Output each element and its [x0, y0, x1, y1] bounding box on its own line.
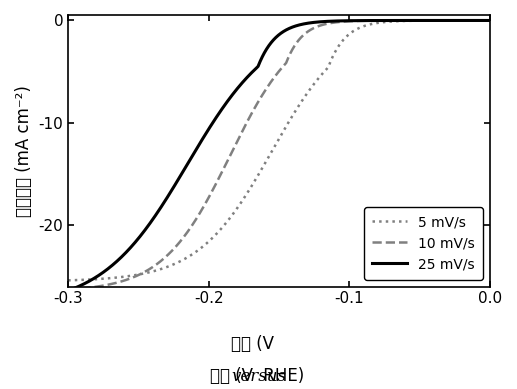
10 mV/s: [259, 93, 265, 98]
25 mV/s: [475, 18, 481, 23]
5 mV/s: [270, 146, 277, 151]
10 mV/s: [65, 287, 71, 292]
10 mV/s: [86, 285, 93, 290]
Text: RHE): RHE): [258, 367, 305, 385]
10 mV/s: [487, 18, 493, 23]
10 mV/s: [475, 18, 481, 23]
25 mV/s: [270, 38, 277, 42]
5 mV/s: [86, 277, 93, 282]
25 mV/s: [259, 55, 265, 60]
Y-axis label: 电流密度 (mA cm⁻²): 电流密度 (mA cm⁻²): [15, 85, 33, 217]
5 mV/s: [475, 18, 481, 23]
25 mV/s: [397, 18, 403, 23]
25 mV/s: [65, 288, 71, 293]
10 mV/s: [270, 76, 277, 81]
Line: 25 mV/s: 25 mV/s: [68, 21, 490, 291]
Line: 5 mV/s: 5 mV/s: [68, 21, 490, 280]
5 mV/s: [397, 19, 403, 23]
5 mV/s: [475, 18, 481, 23]
Text: 电压 (V: 电压 (V: [210, 367, 258, 385]
5 mV/s: [487, 18, 493, 23]
25 mV/s: [475, 18, 481, 23]
25 mV/s: [86, 279, 93, 283]
Legend: 5 mV/s, 10 mV/s, 25 mV/s: 5 mV/s, 10 mV/s, 25 mV/s: [364, 207, 483, 280]
25 mV/s: [487, 18, 493, 23]
Text: versus: versus: [231, 368, 286, 385]
5 mV/s: [65, 278, 71, 283]
10 mV/s: [397, 18, 403, 23]
Line: 10 mV/s: 10 mV/s: [68, 21, 490, 289]
5 mV/s: [259, 166, 265, 171]
Text: 电压 (V: 电压 (V: [231, 335, 279, 353]
10 mV/s: [475, 18, 481, 23]
